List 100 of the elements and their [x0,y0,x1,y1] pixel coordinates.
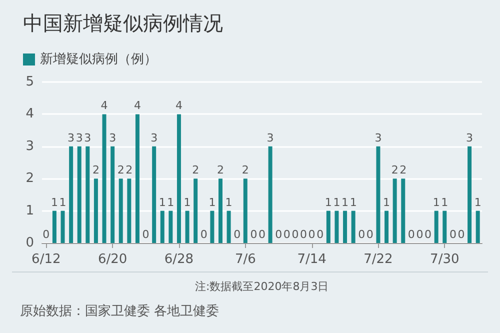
data-label: 2 [216,164,224,177]
y-tick-label: 4 [26,106,34,122]
data-label: 0 [408,228,415,241]
y-tick-label: 1 [26,203,34,218]
x-tick-label: 6/28 [164,252,194,267]
data-label: 0 [458,228,465,241]
bar [384,210,389,243]
data-label: 0 [300,228,308,241]
data-label: 3 [374,131,382,144]
data-label: 0 [142,228,150,241]
chart-title: 中国新增疑似病例情况 [23,11,223,35]
bar [392,178,397,243]
bar [69,146,74,243]
bar [152,146,156,243]
data-label: 3 [466,131,474,144]
data-label: 0 [250,228,258,241]
bar [127,178,132,243]
bar [468,146,472,243]
bar [334,210,339,243]
data-label: 0 [308,228,316,241]
bar [226,210,231,243]
x-tick-label: 6/20 [98,252,128,267]
data-label: 3 [109,131,116,144]
x-tick-label: 7/14 [297,252,326,267]
data-label: 2 [242,164,249,177]
data-label: 0 [42,228,50,241]
data-label: 1 [167,196,174,209]
bar [176,114,181,243]
data-label: 0 [449,228,456,241]
bar [401,178,406,243]
data-label: 1 [432,196,440,209]
data-label: 0 [316,228,324,241]
data-label: 1 [350,196,357,209]
data-label: 0 [258,228,266,241]
bar [442,210,447,243]
x-tick-label: 7/6 [234,252,256,267]
bar [476,210,480,243]
y-tick-label: 5 [26,74,34,90]
data-label: 0 [424,228,432,241]
bar [168,210,173,243]
data-label: 0 [416,228,424,241]
data-label: 2 [400,164,407,177]
data-label: 1 [184,196,191,209]
data-label: 3 [84,131,92,144]
data-label: 1 [474,196,482,209]
bar [135,114,140,243]
bar [102,114,106,243]
text: 原始数据：国家卫健委 各地卫健委 [20,303,220,319]
data-label: 4 [134,99,141,112]
bar [94,178,98,243]
y-tick-label: 0 [26,236,34,250]
bar [160,210,164,243]
bar [218,178,222,243]
bar [110,146,115,243]
x-tick-label: 7/30 [430,252,460,267]
bar [434,210,438,243]
data-label: 4 [100,99,108,112]
data-label: 3 [150,131,158,144]
data-label: 1 [333,196,340,209]
data-label: 2 [92,164,100,177]
data-label: 3 [68,131,75,144]
data-label: 0 [200,228,208,241]
bar [86,146,90,243]
bar [194,178,198,243]
data-label: 0 [275,228,282,241]
legend-label: 新增疑似病例（例） [40,52,157,67]
data-label: 1 [158,196,166,209]
data-label: 2 [126,164,133,177]
data-label: 1 [383,196,390,209]
bar [376,146,380,243]
data-label: 2 [192,164,200,177]
data-label: 0 [366,228,374,241]
data-label: 3 [266,131,274,144]
y-tick-label: 3 [26,138,34,154]
data-label: 1 [50,196,58,209]
bar [243,178,248,243]
data-label: 2 [117,164,124,177]
text: 注:数据截至2020年8月3日 [195,280,329,293]
data-label: 1 [225,196,232,209]
x-tick-label: 6/12 [32,252,61,267]
bar [268,146,272,243]
bar [210,210,214,243]
data-label: 3 [76,131,83,144]
bar [343,210,348,243]
data-label: 0 [292,228,299,241]
data-label: 0 [234,228,241,241]
bar [185,210,190,243]
data-label: 1 [441,196,448,209]
x-tick-label: 7/22 [364,252,393,267]
data-label: 1 [342,196,349,209]
data-label: 2 [391,164,398,177]
bar [351,210,356,243]
bar [60,210,65,243]
data-label: 1 [59,196,66,209]
y-tick-label: 2 [26,171,34,186]
bar [118,178,123,243]
bar [77,146,82,243]
data-label: 4 [175,99,182,112]
data-label: 1 [208,196,216,209]
bar [326,210,330,243]
